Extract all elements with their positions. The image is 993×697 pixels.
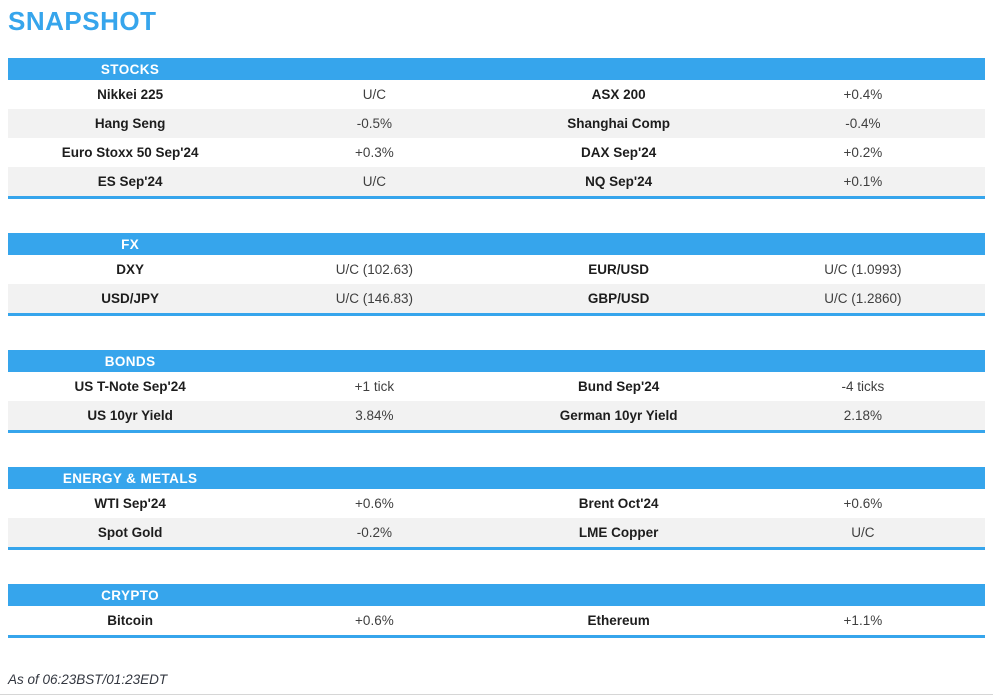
section-crypto: CRYPTO Bitcoin +0.6% Ethereum +1.1% <box>8 584 985 638</box>
section-stocks: STOCKS Nikkei 225 U/C ASX 200 +0.4% Hang Seng… <box>8 58 985 199</box>
instrument-name: EUR/USD <box>588 262 649 277</box>
instrument-name: DAX Sep'24 <box>581 145 657 160</box>
instrument-value: +0.1% <box>843 174 883 189</box>
table-row: US T-Note Sep'24 +1 tick Bund Sep'24 -4 tic… <box>8 372 985 401</box>
section-header-fx: FX <box>8 233 985 255</box>
section-title: CRYPTO <box>101 587 160 603</box>
instrument-value: 3.84% <box>355 408 394 423</box>
instrument-value: +0.6% <box>355 613 394 628</box>
table-row: Spot Gold -0.2% LME Copper U/C <box>8 518 985 547</box>
section-energy-metals: ENERGY & METALS WTI Sep'24 +0.6% Brent Oct'… <box>8 467 985 550</box>
instrument-value: U/C <box>362 87 386 102</box>
instrument-name: Hang Seng <box>94 116 166 131</box>
instrument-value: +0.4% <box>843 87 883 102</box>
instrument-name: US 10yr Yield <box>87 408 173 423</box>
instrument-name: DXY <box>116 262 144 277</box>
section-title: ENERGY & METALS <box>62 470 198 486</box>
instrument-value: -4 ticks <box>841 379 885 394</box>
section-header-crypto: CRYPTO <box>8 584 985 606</box>
instrument-name: German 10yr Yield <box>559 408 678 423</box>
instrument-value: +1 tick <box>354 379 395 394</box>
market-tables: STOCKS Nikkei 225 U/C ASX 200 +0.4% Hang Seng… <box>8 58 985 638</box>
instrument-name: ASX 200 <box>591 87 646 102</box>
instrument-name: USD/JPY <box>101 291 160 306</box>
table-row: US 10yr Yield 3.84% German 10yr Yield 2.18% <box>8 401 985 430</box>
section-title: FX <box>121 236 140 252</box>
instrument-value: +0.3% <box>355 145 394 160</box>
instrument-name: GBP/USD <box>587 291 650 306</box>
instrument-value: U/C (1.2860) <box>824 291 902 306</box>
table-row: Bitcoin +0.6% Ethereum +1.1% <box>8 606 985 635</box>
table-row: Euro Stoxx 50 Sep'24 +0.3% DAX Sep'24 +0.2% <box>8 138 985 167</box>
instrument-name: Brent Oct'24 <box>578 496 659 511</box>
table-row: WTI Sep'24 +0.6% Brent Oct'24 +0.6% <box>8 489 985 518</box>
instrument-value: -0.5% <box>356 116 393 131</box>
instrument-name: Bund Sep'24 <box>578 379 660 394</box>
instrument-name: ES Sep'24 <box>97 174 163 189</box>
instrument-name: Ethereum <box>587 613 650 628</box>
section-title: BONDS <box>104 353 156 369</box>
section-title: STOCKS <box>100 61 160 77</box>
instrument-name: Shanghai Comp <box>567 116 670 131</box>
bottom-divider <box>0 694 993 695</box>
page-title: SNAPSHOT <box>8 6 157 36</box>
section-fx: FX DXY U/C (102.63) EUR/USD U/C (1.0993) USD/… <box>8 233 985 316</box>
instrument-name: Bitcoin <box>107 613 153 628</box>
instrument-value: -0.2% <box>356 525 393 540</box>
section-bonds: BONDS US T-Note Sep'24 +1 tick Bund Sep'24 -… <box>8 350 985 433</box>
instrument-name: Euro Stoxx 50 Sep'24 <box>61 145 199 160</box>
as-of-timestamp: As of 06:23BST/01:23EDT <box>8 672 168 687</box>
instrument-value: U/C <box>851 525 875 540</box>
table-row: ES Sep'24 U/C NQ Sep'24 +0.1% <box>8 167 985 196</box>
instrument-value: +0.6% <box>843 496 883 511</box>
instrument-value: -0.4% <box>845 116 881 131</box>
table-row: USD/JPY U/C (146.83) GBP/USD U/C (1.2860) <box>8 284 985 313</box>
table-row: Nikkei 225 U/C ASX 200 +0.4% <box>8 80 985 109</box>
instrument-value: U/C <box>362 174 386 189</box>
instrument-name: NQ Sep'24 <box>585 174 653 189</box>
table-row: Hang Seng -0.5% Shanghai Comp -0.4% <box>8 109 985 138</box>
section-header-energy-metals: ENERGY & METALS <box>8 467 985 489</box>
instrument-value: 2.18% <box>843 408 883 423</box>
instrument-value: U/C (146.83) <box>335 291 414 306</box>
instrument-value: U/C (1.0993) <box>824 262 902 277</box>
instrument-name: Spot Gold <box>97 525 163 540</box>
section-header-stocks: STOCKS <box>8 58 985 80</box>
instrument-value: U/C (102.63) <box>335 262 414 277</box>
instrument-value: +0.6% <box>355 496 394 511</box>
instrument-name: US T-Note Sep'24 <box>74 379 186 394</box>
section-header-bonds: BONDS <box>8 350 985 372</box>
table-row: DXY U/C (102.63) EUR/USD U/C (1.0993) <box>8 255 985 284</box>
instrument-name: LME Copper <box>578 525 659 540</box>
instrument-value: +1.1% <box>843 613 883 628</box>
instrument-name: Nikkei 225 <box>97 87 164 102</box>
instrument-name: WTI Sep'24 <box>94 496 166 511</box>
instrument-value: +0.2% <box>843 145 883 160</box>
